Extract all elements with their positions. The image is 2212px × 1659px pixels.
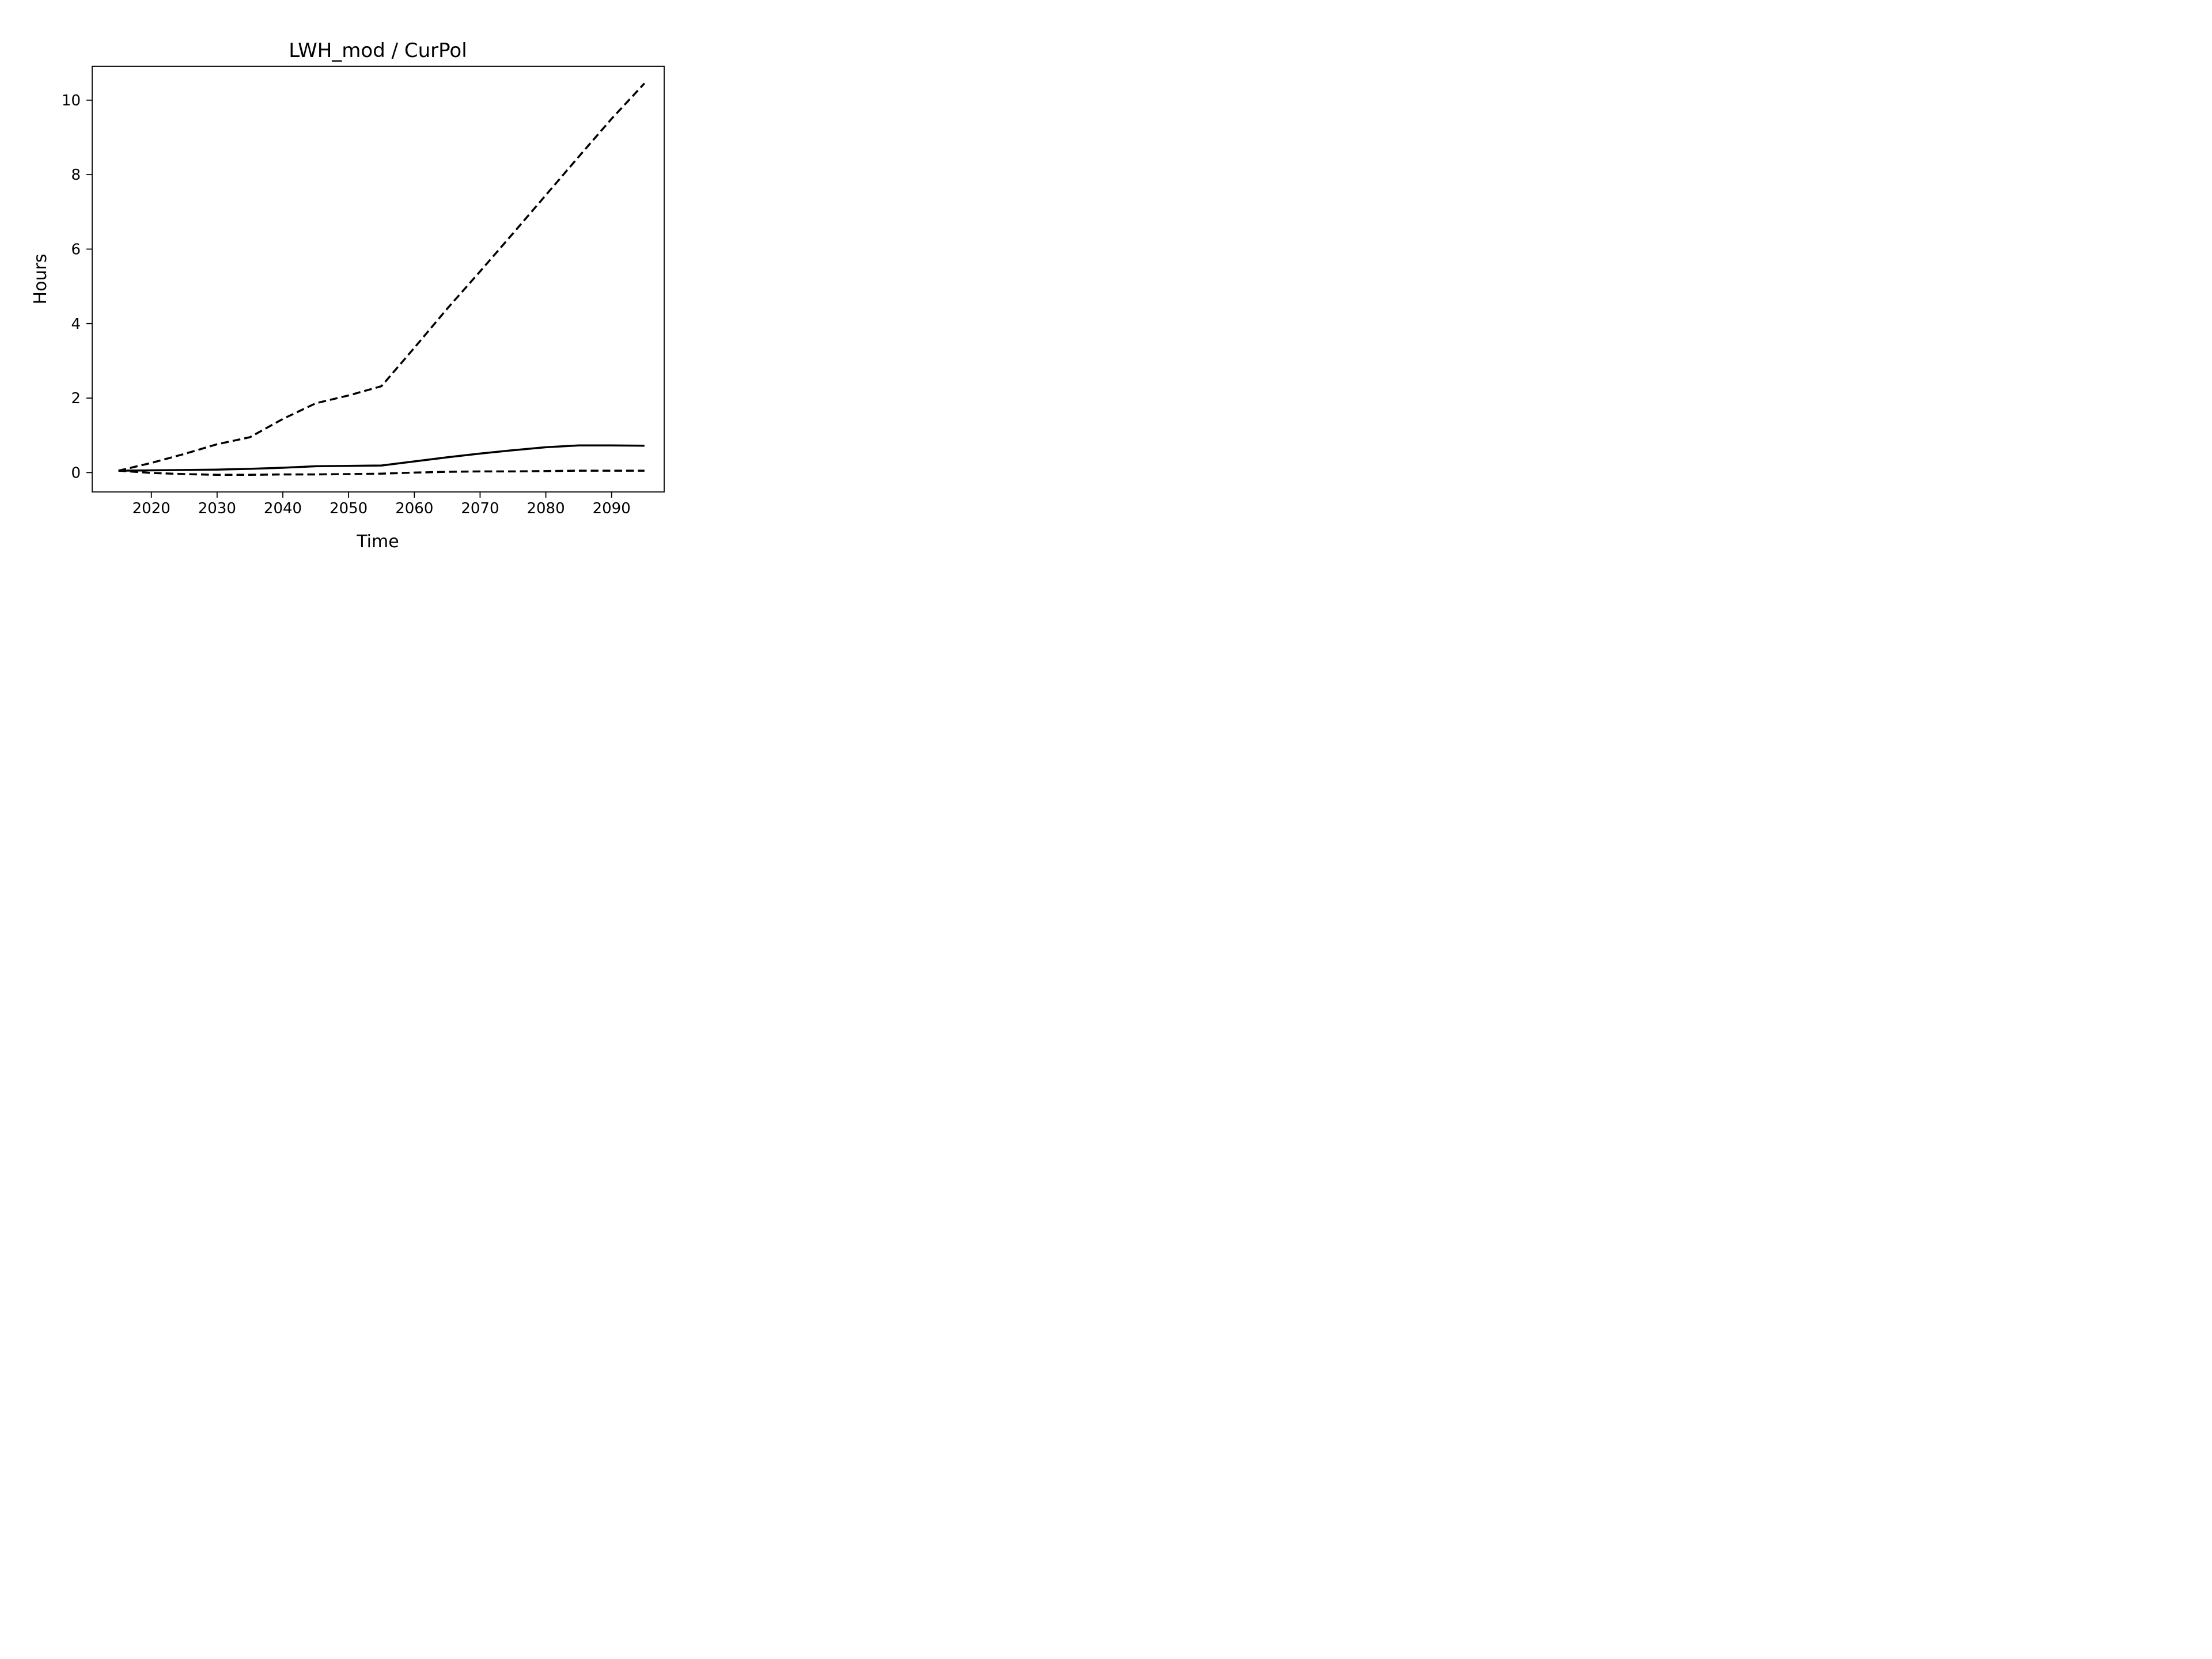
plot-box xyxy=(92,66,665,493)
y-tick-label: 10 xyxy=(62,92,81,109)
y-tick-label: 2 xyxy=(71,390,81,407)
x-tick-label: 2020 xyxy=(132,500,171,517)
x-tick-label: 2080 xyxy=(527,500,565,517)
y-tick-label: 8 xyxy=(71,166,81,184)
chart-title: LWH_mod / CurPol xyxy=(289,39,467,62)
axes-layer: 2020 2030 2040 2050 2060 2070 2080 2090 0 2 4 6 8 10 xyxy=(62,66,665,517)
x-tick-label: 2070 xyxy=(461,500,499,517)
series-upper-dashed-line xyxy=(118,82,646,472)
x-tick-label: 2090 xyxy=(593,500,631,517)
x-axis-label: Time xyxy=(356,532,399,552)
figure: LWH_mod / CurPol Time Hours 2020 2030 2040… xyxy=(0,0,737,553)
y-tick-label: 6 xyxy=(71,241,81,258)
plot-area: LWH_mod / CurPol Time Hours 2020 2030 2040… xyxy=(31,39,665,552)
y-axis-label: Hours xyxy=(31,254,51,305)
series-lower-dashed-line xyxy=(118,469,645,476)
x-tick-label: 2060 xyxy=(395,500,433,517)
y-tick-label: 4 xyxy=(71,316,81,333)
y-tick-label: 0 xyxy=(71,464,81,482)
x-tick-label: 2050 xyxy=(329,500,368,517)
x-tick-label: 2040 xyxy=(264,500,302,517)
series-solid-line xyxy=(118,444,645,472)
x-tick-label: 2030 xyxy=(198,500,236,517)
lines-layer xyxy=(118,82,646,476)
